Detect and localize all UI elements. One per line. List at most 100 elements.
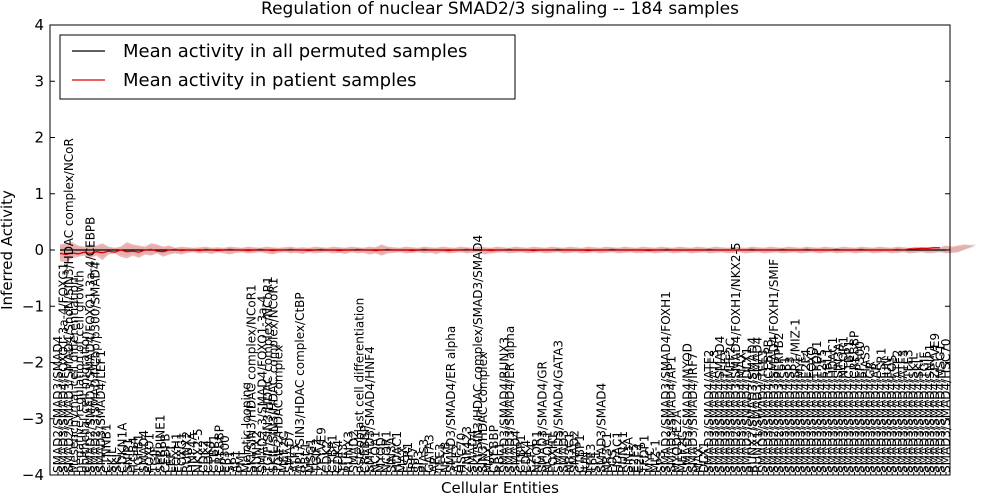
x-tick-label: SMAD3/SMAD4/SP1 [778,356,792,473]
x-tick-label: SMAD3/SMAD4/ATF2 [891,350,905,473]
x-tick-label: HDAC1 [611,431,625,473]
x-tick-label: SMAD3/SMAD4/GR [864,361,878,473]
x-tick-label: SMAD3/SMAD4/SKI [912,360,926,473]
x-tick-label: ATF3 [288,444,302,473]
x-tick-label: SMAD3/SMAD4/ATF2 [702,350,716,473]
x-tick-label: SIN3A [385,436,399,473]
x-tick-label: ITGB4 [126,437,140,473]
x-tick-label: SMAD3/SMAD4/TFE3 [756,349,770,473]
x-tick-label: NCOA1 [541,431,555,473]
x-tick-label: SMAD3/SMAD4/FOS [885,355,899,473]
x-tick-label: SIN3A [621,436,635,473]
x-tick-label: SMAD2/SMAD3/PERPB2 [772,333,786,473]
x-tick-label: E2F4 [632,443,646,473]
x-tick-label: SMAD3/SMAD4/SP3 [783,356,797,473]
x-tick-label: FOXH1 [169,433,183,473]
x-tick-label: SMAD3/SMAD4/ATF3 [896,350,910,473]
x-tick-label: SMAD3/SMAD4/MEF2C [724,338,738,473]
x-tick-label: IRF7 [406,447,420,473]
x-tick-label: SMAD3/SMAD4/AP1 [665,356,679,473]
y-tick-label: −3 [22,410,44,428]
x-tick-label: SMAD3/SMAD4/RBL1 [821,348,835,473]
x-tick-label: NCOA1 [369,431,383,473]
x-tick-label: EP300 [218,435,232,473]
x-tick-label: NR3C1 [562,432,576,473]
x-tick-label: TFE3 [433,444,447,474]
x-tick-label: SMAD2 [347,430,361,473]
y-tick-label: −2 [22,354,44,372]
x-tick-label: TGIF/SIN3/HDAC complex/NCoR1 [261,276,275,474]
x-tick-label: MEF2C [277,432,291,473]
x-tick-label: SP3 [654,451,668,474]
x-tick-label: MAX [691,446,705,473]
x-tick-label: TGIF2/HDAC complex [272,345,286,474]
x-tick-label: DLX1 [697,441,711,473]
x-tick-label: MYC [643,448,657,473]
x-tick-label: SMAD3/SMAD4/TGIF [917,352,931,473]
x-tick-label: ATF2 [449,444,463,473]
x-tick-label: SKI/SIN3/HDAC complex/NCoR1 [245,284,259,473]
x-tick-label: RBL1 [299,442,313,473]
x-tick-label: CTNNB1 [99,423,113,473]
x-tick-label: SP1 [223,451,237,474]
x-tick-label: SMAD3/SMAD4/DLX1 [740,347,754,473]
x-tick-label: SMAD3/SMAD4/RUNX3 [498,337,512,473]
x-tick-label: MYOD [374,437,388,473]
y-tick-label: −1 [22,297,44,315]
x-tick-label: TFDP1 [638,435,652,474]
y-axis-label: Inferred Activity [0,190,16,310]
x-tick-label: SMAD3/SMAD4/HNF4 [363,346,377,473]
x-tick-label: FOXG1 [175,432,189,473]
x-tick-label: SMAD3/SMAD4/MYC [794,353,808,473]
x-tick-label: SMAD3/SMAD4/SKIL [907,353,921,473]
y-tick-label: 2 [34,129,44,147]
x-tick-label: SKI [110,454,124,473]
x-tick-label: E2F4 [525,443,539,473]
legend-box [59,34,516,100]
x-tick-label: CDK4 [331,440,345,473]
x-tick-label: SMAD3/SMAD4/MAX [734,352,748,473]
x-tick-label: MAX [482,446,496,473]
x-tick-label: SMAD2 [568,430,582,473]
x-tick-label: SMAD3/SMAD4/PIAS3 [858,345,872,473]
x-tick-label: RUNX2 [250,431,264,473]
x-tick-label: FOXH1 [546,433,560,473]
x-tick-label: SMAD3/SMAD4/E2F5 [815,349,829,473]
series-patient-line [59,247,940,256]
x-axis-label: Cellular Entities [441,479,559,497]
x-tick-label: SMAD3/SMAD4/CREBBP [848,331,862,473]
x-tick-label: SMAD3/SMAD4/CTBP1 [842,340,856,473]
x-tick-label: SP1 [589,451,603,474]
x-tick-label: SMAD3/SMAD4/SIN3A [831,342,845,473]
x-tick-label: SP3 [412,451,426,474]
x-tick-label: SMAD3/SMAD4 [595,383,609,473]
x-tick-label: SMAD3 [557,430,571,473]
x-tick-label: SMAD7 [282,430,296,473]
x-tick-label: TGIF [148,446,162,474]
x-tick-label: SMAD3/SMAD4/GR [535,361,549,473]
x-tick-label: SMAD2/SMAD3/SMAD4/FOXH1 [659,291,673,473]
x-tick-label: SMAD3/SMAD4/ER alpha [503,326,517,473]
x-tick-label: CTBP1 [207,434,221,473]
x-tick-label: SMAD3/SMAD4/LEF1 [94,350,108,473]
x-tick-label: SMAD3/SMAD4/MSG1 [934,344,948,473]
x-tick-label: osteoblast cell differentiation [352,298,366,473]
x-tick-label: MAX [395,446,409,473]
x-tick-label: RUNX1 [616,431,630,473]
chart-title: Regulation of nuclear SMAD2/3 signaling … [261,0,739,19]
x-tick-label: GATA3 [422,434,436,473]
x-tick-label: CEBPB [159,433,173,473]
x-tick-label: SKIL [105,447,119,473]
x-tick-label: CDK2 [320,440,334,473]
x-tick-label: SMAD4 [137,430,151,473]
x-tick-label: CREBBP [487,425,501,473]
x-tick-label: Mesenchymal cell differentiation [67,277,81,473]
x-tick-label: NCOR1 [530,430,544,473]
x-tick-label: epithelial cell migration [78,331,92,473]
x-tick-label: NCOR1 [379,430,393,473]
x-tick-label: TFE3 [584,444,598,474]
x-tick-label: SMAD2/SMAD3/SMAD4/FOXH1/SMIF [767,259,781,473]
x-tick-label: E2F5 [627,443,641,473]
x-tick-label: CDK2 [196,440,210,473]
